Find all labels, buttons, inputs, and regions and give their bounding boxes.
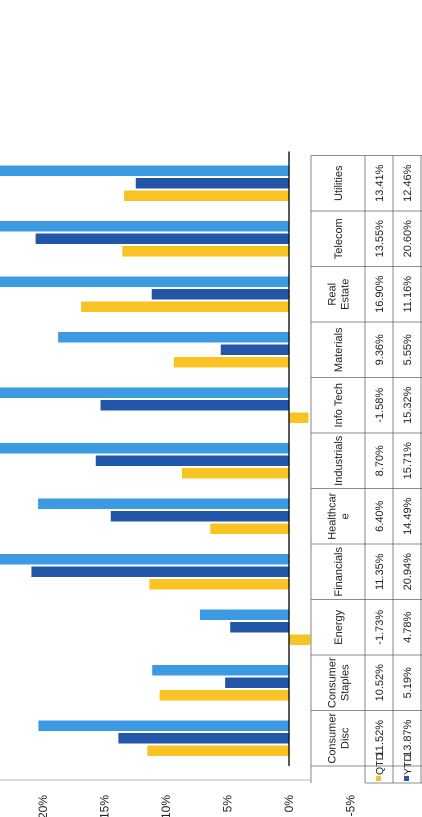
category-label: e xyxy=(340,513,352,519)
bar-qtd xyxy=(181,468,290,479)
data-label: 20.60% xyxy=(402,220,414,258)
bar-ytd xyxy=(35,233,290,244)
bar-qtd xyxy=(159,690,289,701)
bar-1-year xyxy=(0,443,290,454)
data-label: 20.94% xyxy=(402,553,414,591)
y-tick-label: -5% xyxy=(344,795,358,817)
bar-ytd xyxy=(118,733,289,744)
category-label: Telecom xyxy=(333,218,345,259)
y-tick-label: 0% xyxy=(282,795,296,813)
bar-1-year xyxy=(199,609,289,620)
data-label: 15.71% xyxy=(402,442,414,480)
category-label: Energy xyxy=(333,609,345,644)
bar-ytd xyxy=(31,566,290,577)
bar-ytd xyxy=(225,677,289,688)
data-label: 5.55% xyxy=(402,334,414,365)
data-label: 16.90% xyxy=(374,275,386,313)
data-label: 9.36% xyxy=(374,334,386,365)
axes xyxy=(0,151,310,781)
data-label: 13.55% xyxy=(374,220,386,258)
legend-swatch xyxy=(404,776,409,781)
bar-series xyxy=(0,165,311,756)
data-label: 5.19% xyxy=(402,667,414,698)
data-label: 15.32% xyxy=(402,386,414,424)
bar-ytd xyxy=(220,344,289,355)
data-label: 12.46% xyxy=(402,164,414,202)
data-label: 6.40% xyxy=(374,500,386,531)
category-label: Financials xyxy=(333,546,345,596)
data-label: 11.16% xyxy=(402,276,414,313)
bar-ytd xyxy=(95,455,289,466)
series-label: QTD xyxy=(374,752,386,775)
bar-1-year xyxy=(0,554,290,565)
bar-ytd xyxy=(151,289,289,300)
bar-qtd xyxy=(147,745,289,756)
y-tick-label: 15% xyxy=(98,795,112,817)
category-label: Consumer xyxy=(327,713,339,764)
data-label: 11.52% xyxy=(374,720,386,757)
bar-qtd xyxy=(210,523,289,534)
bar-qtd xyxy=(149,579,289,590)
bar-1-year xyxy=(0,387,289,398)
bar-1-year xyxy=(38,720,289,731)
bar-1-year xyxy=(38,498,289,509)
data-label: 14.49% xyxy=(402,497,414,535)
category-label: Disc xyxy=(340,727,352,749)
category-label: Info Tech xyxy=(333,383,345,427)
category-label: Staples xyxy=(340,664,352,701)
data-label: 11.35% xyxy=(374,553,386,590)
bar-qtd xyxy=(289,634,311,645)
bar-qtd xyxy=(173,357,289,368)
data-label: 13.87% xyxy=(402,719,414,757)
series-label: YTD xyxy=(402,754,414,775)
legend-swatch xyxy=(376,776,381,781)
bar-ytd xyxy=(230,622,289,633)
category-label: Real xyxy=(327,283,339,306)
bar-qtd xyxy=(81,301,289,312)
bar-ytd xyxy=(100,400,290,411)
bar-1-year xyxy=(0,221,289,232)
category-label: Estate xyxy=(340,279,352,310)
data-label: -1.58% xyxy=(374,388,386,423)
category-label: Healthcar xyxy=(327,492,339,539)
bar-ytd xyxy=(135,178,289,189)
bar-1-year xyxy=(152,665,289,676)
bar-1-year xyxy=(58,332,290,343)
y-tick-label: 5% xyxy=(221,795,235,813)
bar-ytd xyxy=(110,511,290,522)
bar-1-year xyxy=(0,276,289,287)
data-label: 10.52% xyxy=(374,664,386,702)
data-label: 13.41% xyxy=(374,164,386,202)
bar-qtd xyxy=(122,246,289,257)
data-label: 4.78% xyxy=(402,611,414,642)
bar-1-year xyxy=(0,165,289,176)
y-tick-label: 20% xyxy=(36,795,50,817)
category-label: Consumer xyxy=(327,657,339,708)
category-label: Industrials xyxy=(333,435,345,486)
y-tick-label: 10% xyxy=(159,795,173,817)
data-label: 8.70% xyxy=(374,445,386,476)
data-label: -1.73% xyxy=(374,610,386,645)
category-label: Materials xyxy=(333,327,345,372)
category-label: Utilities xyxy=(333,165,345,201)
bar-qtd xyxy=(289,412,309,423)
y-axis-ticks: -5%0%5%10%15%20%25%30%35%40%45% xyxy=(36,795,358,817)
bar-qtd xyxy=(124,190,289,201)
